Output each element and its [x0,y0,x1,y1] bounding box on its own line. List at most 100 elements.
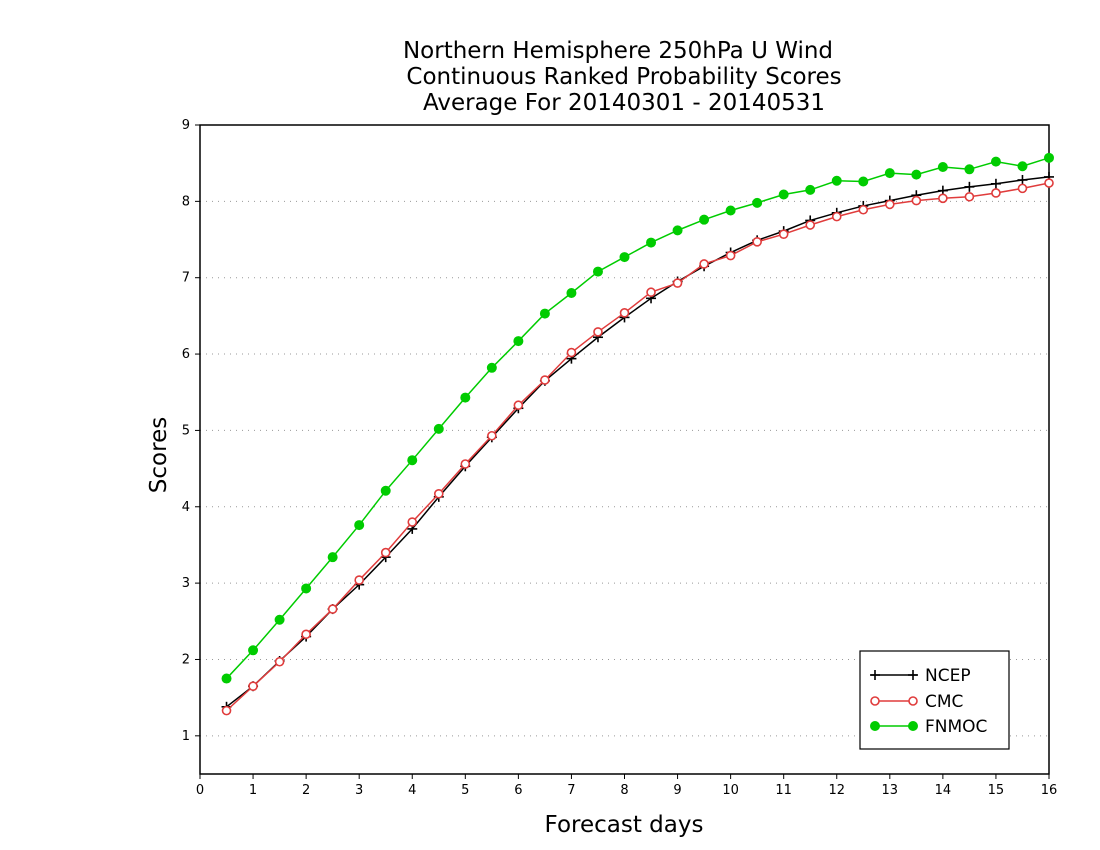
y-tick-label: 5 [182,423,190,438]
y-axis-ticks: 1 2 3 4 5 6 7 8 9 [182,118,200,744]
x-tick-label: 4 [408,783,416,798]
data-point-ncep [990,178,1001,189]
data-point-fnmoc [433,423,444,434]
data-point-cmc [407,517,418,527]
data-point-fnmoc [884,168,895,179]
chart-title: Northern Hemisphere 250hPa U Wind Contin… [403,38,842,116]
data-point-cmc [513,400,524,411]
data-point-cmc [991,188,1001,198]
data-point-cmc [885,199,895,210]
legend: NCEP CMC FNMOC [859,650,1010,750]
legend-marker [870,670,880,680]
data-point-fnmoc [592,266,603,277]
x-tick-label: 9 [673,783,681,798]
x-axis-ticks: 0 1 2 3 4 5 6 7 8 9 10 11 12 13 14 15 16 [196,774,1057,798]
data-point-fnmoc [380,485,391,496]
data-point-fnmoc [964,164,975,175]
data-point-fnmoc [672,225,683,236]
data-point-cmc [460,459,471,469]
data-point-cmc [354,575,364,585]
data-point-fnmoc [354,520,365,531]
data-point-cmc [593,327,603,337]
data-point-cmc [911,195,922,206]
series-line-ncep [226,176,1050,708]
series-layer [221,152,1054,716]
y-tick-label: 2 [182,652,190,667]
title-line-3: Average For 20140301 - 20140531 [423,90,825,116]
x-tick-label: 3 [355,783,363,798]
x-tick-label: 7 [567,783,575,798]
data-point-fnmoc [646,237,657,248]
series-ncep [221,171,1054,712]
x-tick-label: 11 [775,783,792,798]
data-point-fnmoc [831,175,842,186]
legend-marker [908,670,918,680]
data-point-cmc [380,547,391,558]
legend-items: NCEP CMC FNMOC [870,666,987,737]
data-point-fnmoc [566,287,577,298]
data-point-cmc [487,430,497,441]
title-line-1: Northern Hemisphere 250hPa U Wind [403,38,833,64]
data-point-cmc [725,250,736,261]
data-point-cmc [646,287,656,298]
y-tick-label: 6 [182,347,190,362]
data-point-fnmoc [460,392,471,403]
y-axis-title: Scores [146,417,172,493]
series-line-fnmoc [225,157,1050,680]
data-point-fnmoc [327,552,338,563]
data-point-fnmoc [274,614,285,625]
x-tick-label: 16 [1041,783,1058,798]
data-point-cmc [566,347,577,358]
x-tick-label: 1 [249,783,257,798]
data-point-fnmoc [911,169,922,180]
series-cmc [221,178,1054,716]
data-point-fnmoc [248,645,259,656]
legend-marker [908,696,918,706]
y-tick-label: 1 [182,729,190,744]
data-point-fnmoc [725,205,736,216]
data-point-fnmoc [539,308,550,319]
y-tick-label: 9 [182,118,190,133]
legend-item-fnmoc: FNMOC [870,717,987,737]
series-line-cmc [226,182,1050,712]
data-point-cmc [778,229,789,239]
data-point-cmc [831,211,842,222]
x-tick-label: 10 [722,783,739,798]
data-point-cmc [619,308,630,318]
x-tick-label: 8 [620,783,628,798]
data-point-fnmoc [221,673,232,684]
data-point-cmc [938,193,948,204]
data-point-fnmoc [858,176,869,187]
x-axis-title: Forecast days [545,812,704,838]
data-point-cmc [805,220,816,230]
data-point-cmc [433,488,444,499]
x-tick-label: 14 [935,783,952,798]
x-tick-label: 12 [828,783,845,798]
data-point-fnmoc [699,214,710,225]
y-tick-label: 3 [182,576,190,591]
data-point-cmc [1017,183,1028,194]
data-point-fnmoc [1044,152,1054,163]
data-point-cmc [540,375,550,385]
data-point-fnmoc [407,455,418,466]
x-tick-label: 6 [514,783,522,798]
legend-item-ncep: NCEP [870,666,971,686]
series-fnmoc [221,152,1054,684]
gridlines [200,124,1049,737]
data-point-fnmoc [619,252,630,263]
data-point-cmc [672,278,683,288]
data-point-cmc [858,204,869,215]
data-point-cmc [327,604,338,614]
data-point-fnmoc [486,362,497,373]
legend-label: FNMOC [925,717,987,737]
data-point-cmc [301,629,311,640]
data-point-fnmoc [805,184,816,195]
x-tick-label: 2 [302,783,310,798]
data-point-cmc [964,191,975,202]
data-point-fnmoc [301,583,312,594]
data-point-cmc [248,681,258,691]
data-point-cmc [752,237,762,247]
data-point-fnmoc [1017,161,1028,172]
data-point-cmc [1044,178,1054,188]
